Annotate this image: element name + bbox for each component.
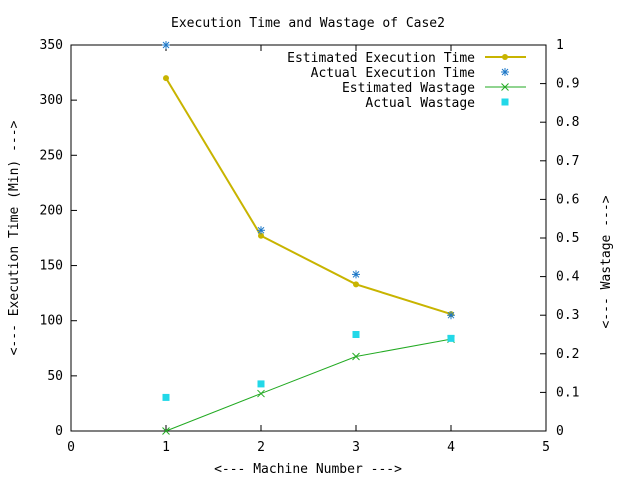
series-line xyxy=(165,338,452,432)
legend-swatch xyxy=(501,98,509,106)
y2-tick-label: 0.2 xyxy=(556,347,579,362)
x-tick-label: 5 xyxy=(542,440,550,455)
x-tick-label: 3 xyxy=(352,440,360,455)
y-tick-label: 0 xyxy=(55,424,63,439)
data-point xyxy=(162,393,170,401)
y2-tick-label: 0.1 xyxy=(556,385,579,400)
y2-axis-label: <--- Wastage ---> xyxy=(599,195,614,328)
legend-swatch xyxy=(485,54,526,60)
y2-tick-label: 1 xyxy=(556,38,564,53)
y2-tick-label: 0.9 xyxy=(556,77,579,92)
data-point xyxy=(258,232,264,239)
legend-label: Estimated Wastage xyxy=(342,81,475,96)
data-point xyxy=(257,380,265,388)
y2-tick-label: 0.4 xyxy=(556,270,580,285)
y2-tick-label: 0.5 xyxy=(556,231,579,246)
y-tick-label: 100 xyxy=(40,314,63,329)
series-1 xyxy=(162,41,455,320)
legend-marker xyxy=(502,54,508,60)
y-tick-label: 50 xyxy=(47,369,63,384)
data-point xyxy=(352,270,360,279)
chart-title: Execution Time and Wastage of Case2 xyxy=(171,16,445,31)
legend-label: Estimated Execution Time xyxy=(287,51,475,66)
series-2 xyxy=(162,335,455,435)
y-tick-label: 350 xyxy=(40,38,63,53)
data-point xyxy=(163,75,169,82)
y2-tick-label: 0.3 xyxy=(556,308,579,323)
x-axis-label: <--- Machine Number ---> xyxy=(214,462,402,477)
x-tick-label: 4 xyxy=(447,440,455,455)
legend-label: Actual Wastage xyxy=(365,96,475,111)
y2-tick-label: 0.7 xyxy=(556,154,579,169)
y-tick-label: 150 xyxy=(40,259,63,274)
y2-tick-label: 0.8 xyxy=(556,115,579,130)
data-point xyxy=(447,311,455,320)
legend-label: Actual Execution Time xyxy=(311,66,476,81)
y-axis-label: <--- Execution Time (Min) ---> xyxy=(7,120,22,355)
data-point xyxy=(162,427,170,435)
x-tick-label: 2 xyxy=(257,440,265,455)
y2-tick-label: 0 xyxy=(556,424,564,439)
y2-tick-label: 0.6 xyxy=(556,192,579,207)
data-point xyxy=(257,389,265,398)
data-point xyxy=(352,331,360,338)
legend-marker xyxy=(501,68,509,76)
x-tick-label: 1 xyxy=(162,440,170,455)
y-tick-label: 200 xyxy=(40,203,63,218)
legend-marker xyxy=(501,98,509,106)
data-point xyxy=(447,334,455,342)
legend-swatch xyxy=(485,83,526,91)
data-point xyxy=(353,281,359,288)
legend-marker xyxy=(501,83,509,91)
data-point xyxy=(352,352,360,361)
series-line xyxy=(165,77,452,316)
y-tick-label: 250 xyxy=(40,148,63,163)
x-tick-label: 0 xyxy=(67,440,75,455)
series-0 xyxy=(163,75,454,318)
data-point xyxy=(257,226,265,235)
legend-swatch xyxy=(501,68,509,76)
series-3 xyxy=(162,331,455,401)
y-tick-label: 300 xyxy=(40,93,63,108)
data-point xyxy=(162,41,170,49)
